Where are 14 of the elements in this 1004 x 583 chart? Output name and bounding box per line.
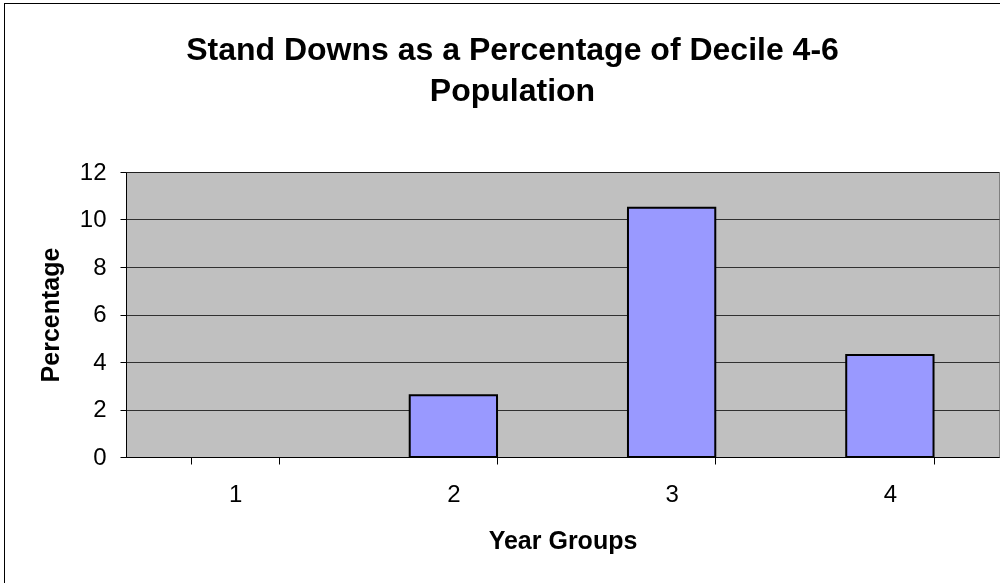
chart-title: Stand Downs as a Percentage of Decile 4-6 Population [186, 31, 839, 108]
y-tick-label: 10 [79, 205, 107, 232]
x-tick-label: 3 [665, 479, 679, 507]
y-axis-title: Percentage [35, 247, 64, 383]
y-tick-label: 8 [93, 252, 107, 280]
y-tick-label: 6 [93, 300, 107, 327]
x-tick-label: 2 [447, 479, 461, 507]
y-tick-label: 2 [93, 395, 107, 422]
y-tick-label: 0 [93, 442, 107, 470]
x-axis-title: Year Groups [488, 525, 638, 554]
y-tick-label: 12 [79, 157, 107, 185]
x-tick-label: 1 [228, 479, 243, 507]
y-tick-label: 4 [93, 347, 107, 375]
x-tick-label: 4 [883, 479, 898, 507]
